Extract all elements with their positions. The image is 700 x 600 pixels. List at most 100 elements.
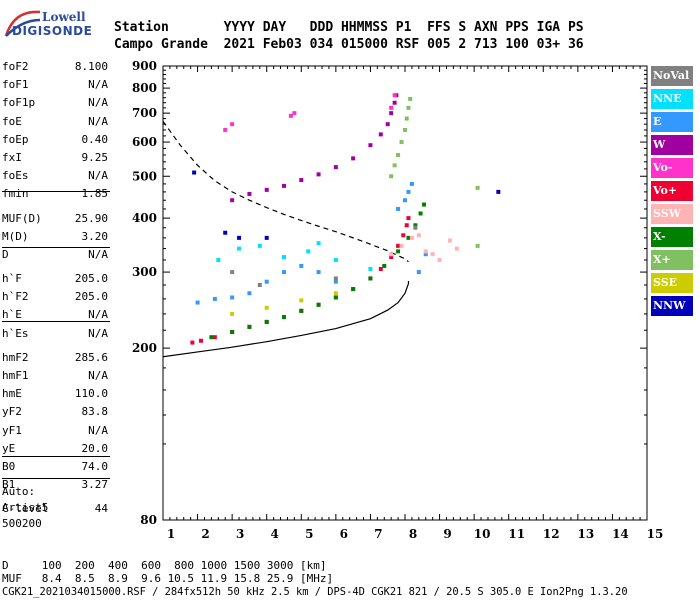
param-name: M(D) (2, 229, 29, 243)
y-tick-label: 400 (132, 211, 157, 225)
legend-item: SSW (651, 204, 693, 224)
logo-graphic (4, 10, 41, 37)
data-point-vo- (223, 127, 228, 132)
separator (2, 247, 110, 248)
param-value: 110.0 (74, 387, 108, 401)
param-row: D N/A (2, 246, 108, 264)
y-tick-label: 900 (132, 59, 157, 73)
data-point-nne (306, 249, 311, 254)
param-row: h`E N/A (2, 306, 108, 324)
legend-item: X- (651, 227, 693, 247)
legend-item: SSE (651, 273, 693, 293)
data-point-x- (475, 243, 480, 248)
y-tick-label: 800 (132, 81, 157, 95)
data-point-nne (282, 255, 286, 260)
param-value: 20.0 (81, 441, 109, 455)
param-name: B1 (2, 478, 16, 492)
auto-code: 500200 (2, 517, 42, 530)
data-point-x- (406, 235, 411, 240)
data-point-ssw (389, 252, 394, 257)
x-tick-label: 2 (201, 527, 209, 541)
data-point-e (396, 206, 401, 211)
data-point-w (368, 143, 373, 148)
data-point-ssw (447, 238, 452, 243)
data-point-x- (247, 324, 252, 329)
x-tick-label: 15 (647, 527, 664, 541)
x-tick-label: 1 (167, 527, 175, 541)
data-point-vo- (212, 335, 217, 340)
muf-distance-header: D 100 200 400 600 800 1000 1500 3000 [km… (2, 559, 327, 572)
param-name: B0 (2, 459, 16, 473)
data-point-nnw (237, 235, 242, 240)
parameter-panel: foF2 8.100 foF1 N/A foF1p N/A foE N/A foEp 0.40 fx… (2, 58, 108, 519)
autoscaling-info: Auto: Artist5 500200 (2, 484, 48, 532)
digisonde-logo: Lowell DIGISONDE (4, 6, 104, 40)
data-point-vo- (199, 338, 204, 343)
legend-item: Vo- (651, 158, 693, 178)
data-point-nnw (264, 235, 269, 240)
data-point-x- (282, 315, 286, 320)
data-point-vo- (378, 266, 383, 271)
separator (2, 321, 110, 322)
data-point-w (385, 122, 390, 127)
data-point-e (230, 295, 235, 300)
data-point-vo- (401, 233, 406, 238)
data-point-vo- (392, 93, 397, 98)
data-point-nne (237, 246, 242, 251)
data-point-vo- (190, 340, 195, 345)
param-value: 205.0 (74, 290, 108, 304)
param-name: hmE (2, 387, 22, 401)
param-row: h`F2 205.0 (2, 288, 108, 306)
data-point-x- (406, 105, 411, 110)
param-value: N/A (88, 247, 108, 261)
legend-item: NNW (651, 296, 693, 316)
data-point-w (351, 156, 356, 161)
param-name: C-level (2, 502, 49, 516)
param-row: B1 3.27 (2, 476, 108, 494)
param-row: hmF2 285.6 (2, 349, 108, 367)
param-name: h`F2 (2, 290, 29, 304)
param-name: h`E (2, 308, 22, 322)
data-point-ssw (430, 252, 435, 257)
data-point-w (316, 172, 321, 177)
data-point-w (264, 187, 269, 192)
data-point-w (389, 111, 394, 116)
data-point-vo- (288, 113, 293, 118)
auto-label: Auto: (2, 485, 36, 498)
auto-artist: Artist5 (2, 501, 49, 514)
param-name: fmin (2, 187, 29, 201)
param-value: 83.8 (81, 405, 109, 419)
data-point-ssw (416, 233, 421, 238)
data-point-ssw (399, 243, 404, 248)
legend: NoVal NNE E W Vo- Vo+ SSW X- X+ SSE NNW (651, 66, 693, 319)
param-name: yF1 (2, 423, 22, 437)
legend-item: NoVal (651, 66, 693, 86)
x-tick-label: 13 (578, 527, 595, 541)
header-values: Campo Grande 2021 Feb03 034 015000 RSF 0… (114, 37, 584, 52)
x-tick-label: 8 (409, 527, 417, 541)
param-value: 8.100 (74, 60, 108, 73)
separator (2, 456, 110, 457)
param-name: D (2, 247, 9, 261)
data-point-e (423, 252, 428, 257)
data-point-sse (299, 298, 304, 303)
data-point-x- (396, 152, 401, 157)
param-value: N/A (88, 96, 108, 110)
data-point-nne (316, 241, 321, 246)
data-point-e (282, 270, 286, 275)
data-point-nne (216, 257, 221, 262)
data-point-nnw (192, 170, 197, 175)
param-row: foE N/A (2, 113, 108, 131)
param-name: foEp (2, 132, 29, 146)
param-value: 25.90 (74, 211, 108, 225)
data-point-x- (418, 211, 423, 216)
data-point-ssw (437, 257, 442, 262)
data-point-vo- (396, 243, 401, 248)
param-value: N/A (88, 369, 108, 382)
data-point-x- (230, 329, 235, 334)
param-value: N/A (88, 114, 108, 128)
param-name: h`F (2, 272, 22, 286)
file-info: CGK21_2021034015000.RSF / 284fx512h 50 k… (2, 586, 628, 598)
data-point-x- (392, 163, 397, 168)
